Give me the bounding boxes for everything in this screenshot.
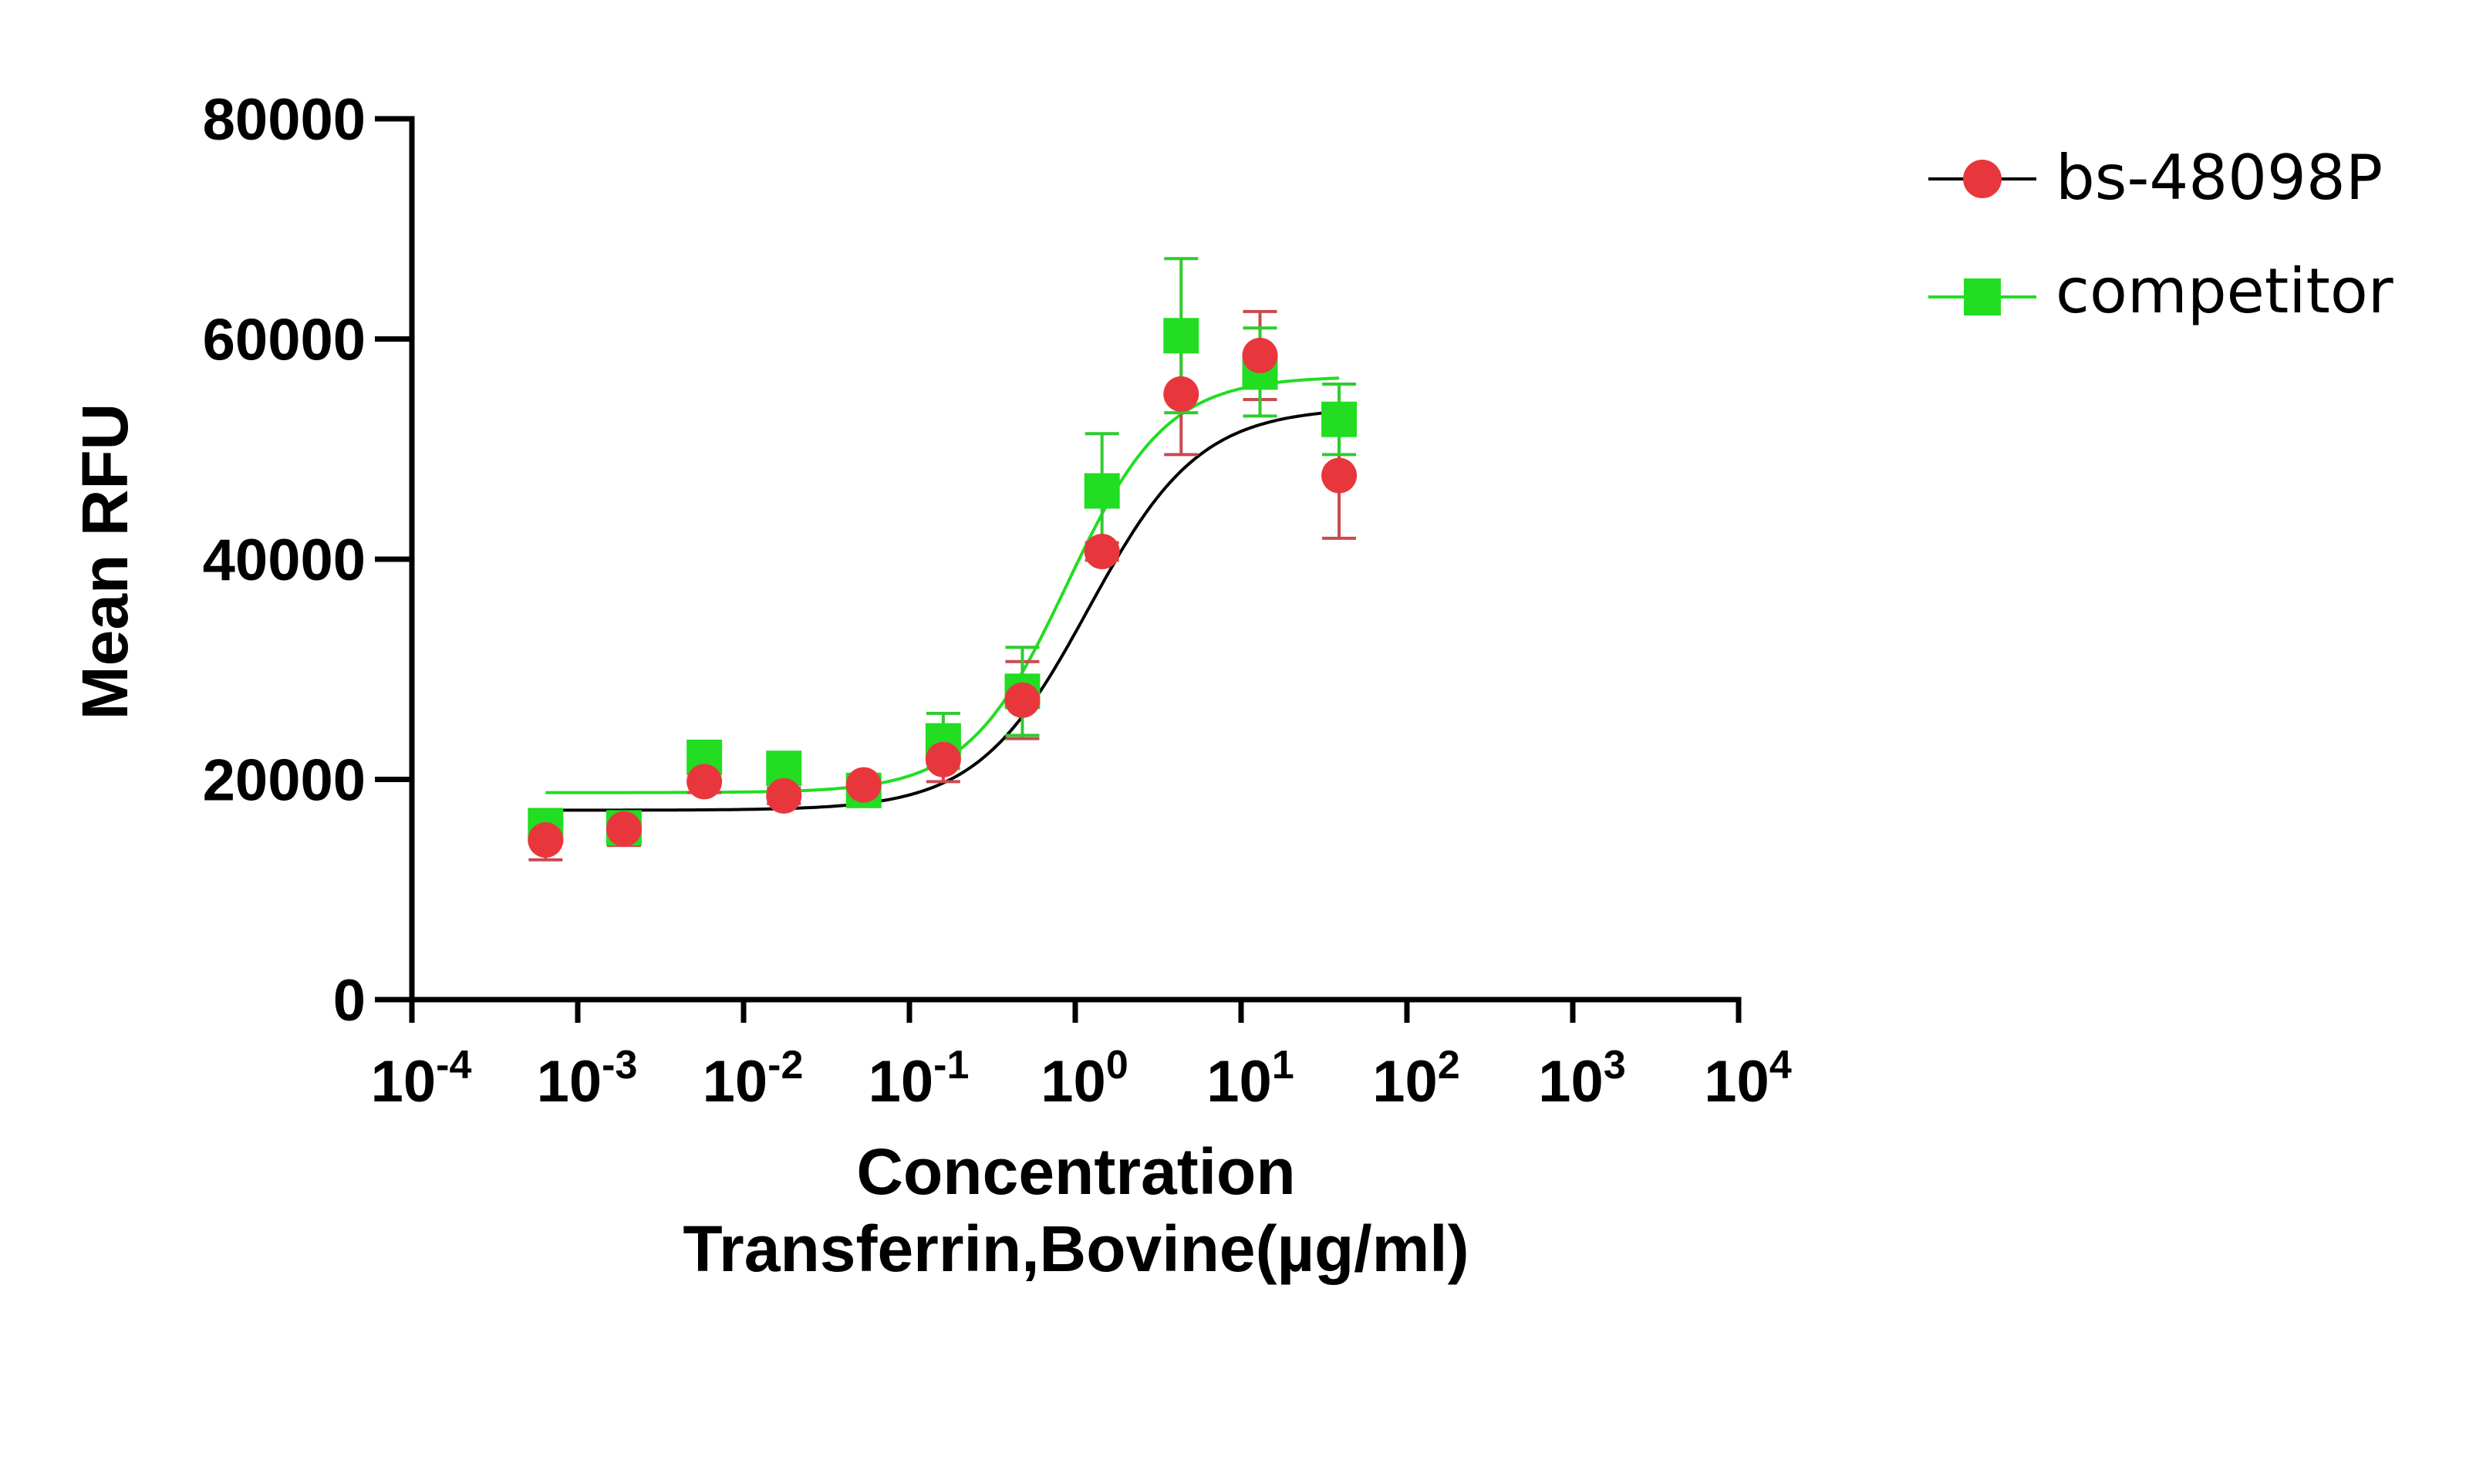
x-tick-label: 103 [1538, 1043, 1625, 1115]
y-tick-label: 20000 [203, 748, 366, 814]
data-point-square [1321, 401, 1358, 437]
fit-curve-bs-48098P [545, 410, 1340, 812]
legend-item-competitor: competitor [1928, 255, 2393, 327]
legend-marker-circle [1963, 160, 2002, 198]
data-point-circle [528, 822, 564, 858]
x-tick-label: 101 [1206, 1043, 1294, 1115]
legend-marker-square [1964, 278, 2001, 315]
legend-item-bs-48098P: bs-48098P [1928, 142, 2383, 214]
y-tick-label: 80000 [203, 87, 366, 153]
x-tick-label: 100 [1041, 1043, 1128, 1115]
x-axis-title-line1: Concentration [856, 1135, 1295, 1208]
x-tick-label: 10-4 [371, 1043, 472, 1115]
x-tick-label: 10-1 [869, 1043, 970, 1115]
data-point-circle [1084, 534, 1120, 570]
data-point-circle [1004, 682, 1041, 718]
y-tick-label: 0 [333, 968, 366, 1034]
legend-label: competitor [2056, 255, 2393, 327]
legend: bs-48098P competitor [1928, 142, 2393, 327]
data-point-square [1163, 318, 1199, 354]
x-axis-title-line2: Transferrin,Bovine(µg/ml) [683, 1212, 1469, 1285]
data-point-circle [766, 777, 802, 814]
y-tick-label: 60000 [203, 308, 366, 373]
data-point-circle [1242, 337, 1278, 373]
data-point-circle [1321, 457, 1358, 494]
x-tick-label: 102 [1372, 1043, 1459, 1115]
data-point-circle [686, 764, 723, 800]
data-point-circle [925, 741, 961, 777]
x-tick-label: 10-2 [703, 1043, 804, 1115]
y-axis-title: Mean RFU [69, 403, 141, 720]
data-point-circle [845, 767, 882, 803]
data-point-square [1084, 473, 1120, 509]
x-tick-label: 104 [1704, 1043, 1792, 1115]
data-point-circle [606, 811, 642, 847]
x-tick-label: 10-3 [537, 1043, 638, 1115]
axes: 0 20000 40000 60000 80000 10-4 10-3 10-2 10-1 100… [203, 87, 1792, 1115]
data-points [528, 257, 1358, 862]
y-tick-label: 40000 [203, 528, 366, 593]
legend-label: bs-48098P [2056, 142, 2383, 214]
data-point-circle [1163, 376, 1199, 412]
